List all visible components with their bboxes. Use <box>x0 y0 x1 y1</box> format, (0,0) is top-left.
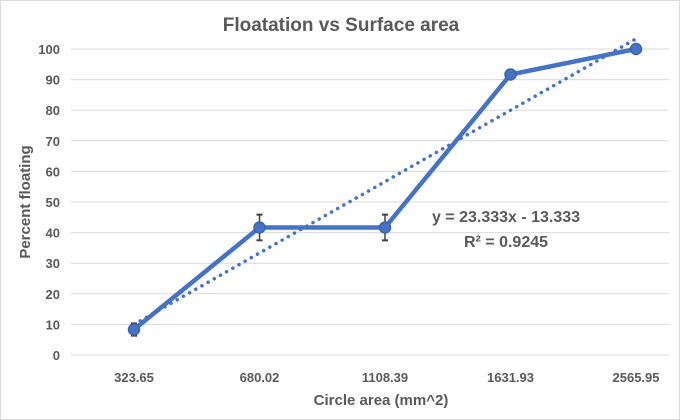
y-tick-label: 100 <box>38 42 60 57</box>
data-point <box>629 42 643 56</box>
series-line <box>132 46 637 332</box>
y-tick-label: 20 <box>46 287 60 302</box>
r-squared: R² = 0.9245 <box>464 234 548 251</box>
y-tick-label: 10 <box>46 317 60 332</box>
x-tick-label: 323.65 <box>114 370 154 385</box>
y-tick-label: 80 <box>46 103 60 118</box>
y-tick-label: 40 <box>46 226 60 241</box>
data-points <box>127 42 643 336</box>
y-axis-label: Percent floating <box>17 145 34 258</box>
x-axis-label: Circle area (mm^2) <box>314 392 449 409</box>
y-tick-label: 60 <box>46 164 60 179</box>
y-tick-labels: 0 10 20 30 40 50 60 70 80 90 100 <box>38 42 60 363</box>
trendline <box>132 37 638 327</box>
data-point <box>127 323 141 336</box>
x-tick-label: 1631.93 <box>487 370 534 385</box>
x-tick-label: 680.02 <box>240 370 280 385</box>
y-tick-label: 30 <box>46 256 60 271</box>
x-tick-labels: 323.65 680.02 1108.39 1631.93 2565.95 <box>114 370 659 385</box>
y-tick-label: 70 <box>46 134 60 149</box>
data-point <box>504 68 517 81</box>
y-tick-label: 90 <box>46 73 60 88</box>
data-point <box>378 221 392 234</box>
trendline-equation: y = 23.333x - 13.333 <box>432 209 580 226</box>
x-tick-label: 1108.39 <box>362 370 408 385</box>
y-tick-label: 50 <box>46 195 60 210</box>
gridlines <box>71 48 669 356</box>
x-tick-label: 2565.95 <box>613 370 660 385</box>
chart-title: Floatation vs Surface area <box>223 15 460 36</box>
y-tick-label: 0 <box>53 348 60 363</box>
data-point <box>253 221 266 234</box>
